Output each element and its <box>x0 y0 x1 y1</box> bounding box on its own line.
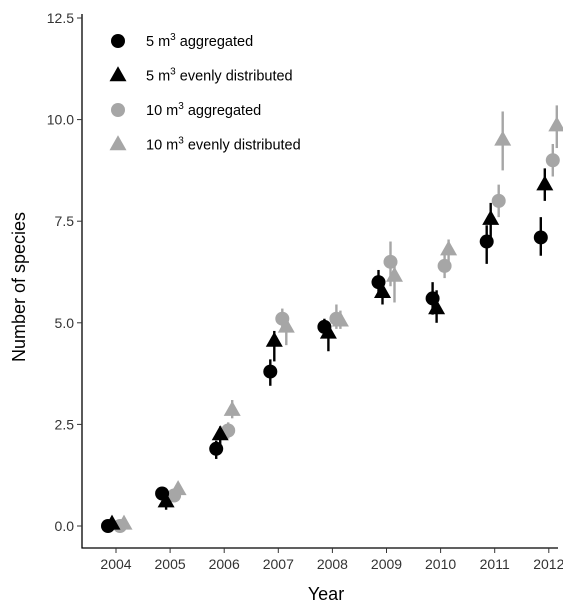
data-point-circle <box>155 486 170 501</box>
data-point-triangle <box>440 240 458 256</box>
y-tick-label: 0.0 <box>55 518 75 534</box>
x-tick-label: 2012 <box>533 556 563 572</box>
legend-label-suffix: aggregated <box>184 103 261 119</box>
data-point-circle <box>383 254 398 269</box>
data-point-circle <box>533 230 548 245</box>
data-point-triangle <box>265 331 283 347</box>
data-point-circle <box>329 311 344 326</box>
legend-item: 10 m3 evenly distributed <box>109 135 301 154</box>
x-tick-label: 2009 <box>371 556 402 572</box>
legend-key-triangle <box>109 66 127 82</box>
series-1 <box>101 217 548 533</box>
y-tick-label: 2.5 <box>55 416 75 432</box>
x-tick-label: 2004 <box>100 556 131 572</box>
data-point-circle <box>101 519 115 533</box>
legend-key-circle <box>111 34 125 48</box>
legend-item: 5 m3 aggregated <box>111 32 253 50</box>
data-point-circle <box>545 153 560 168</box>
series-3 <box>113 143 560 533</box>
legend-label-suffix: evenly distributed <box>184 138 301 154</box>
legend-label-superscript: 3 <box>178 136 184 147</box>
legend-label-superscript: 3 <box>170 67 176 78</box>
data-point-triangle <box>211 425 229 441</box>
legend-key-circle <box>111 103 125 117</box>
data-point-circle <box>491 193 506 208</box>
series-4 <box>115 105 563 530</box>
x-tick-label: 2008 <box>317 556 348 572</box>
data-point-triangle <box>223 400 241 416</box>
legend-label: 5 m3 aggregated <box>146 32 253 50</box>
data-point-triangle <box>548 116 563 132</box>
data-point-circle <box>275 311 290 326</box>
data-point-triangle <box>386 266 403 282</box>
data-point-circle <box>479 234 494 249</box>
y-tick-label: 10.0 <box>47 112 74 128</box>
data-point-circle <box>371 275 386 290</box>
data-point-triangle <box>157 492 175 508</box>
x-tick-label: 2010 <box>425 556 456 572</box>
x-tick-label: 2006 <box>209 556 240 572</box>
x-tick-label: 2011 <box>480 556 510 572</box>
legend-label-superscript: 3 <box>170 32 176 43</box>
data-point-triangle <box>536 175 554 191</box>
legend-label-prefix: 10 m <box>146 138 178 154</box>
data-point-triangle <box>482 209 500 225</box>
x-tick-label: 2007 <box>263 556 294 572</box>
legend-label-suffix: evenly distributed <box>176 69 293 85</box>
legend-label: 5 m3 evenly distributed <box>146 67 293 85</box>
legend-label-prefix: 5 m <box>146 34 170 50</box>
data-point-circle <box>317 319 332 334</box>
y-tick-label: 5.0 <box>55 315 75 331</box>
data-point-circle <box>425 291 440 306</box>
legend-label-prefix: 10 m <box>146 103 178 119</box>
legend-label-superscript: 3 <box>178 101 184 112</box>
data-point-circle <box>209 441 224 456</box>
x-tick-label: 2005 <box>155 556 186 572</box>
legend-item: 10 m3 aggregated <box>111 101 261 119</box>
legend-label-suffix: aggregated <box>176 34 253 50</box>
series-2 <box>103 168 554 530</box>
data-point-triangle <box>494 130 512 146</box>
y-tick-label: 7.5 <box>55 213 75 229</box>
y-tick-label: 12.5 <box>47 10 74 26</box>
legend-label-prefix: 5 m <box>146 69 170 85</box>
x-axis-title: Year <box>308 584 344 604</box>
y-axis-title: Number of species <box>9 212 29 362</box>
plot-area <box>101 105 563 533</box>
legend-label: 10 m3 evenly distributed <box>146 136 301 154</box>
data-point-circle <box>437 258 452 273</box>
legend-key-triangle <box>109 135 127 151</box>
legend-item: 5 m3 evenly distributed <box>109 66 293 85</box>
data-point-circle <box>263 364 278 379</box>
legend-label: 10 m3 aggregated <box>146 101 261 119</box>
axes: 0.0 2.5 5.0 7.5 10.0 12.5 2004 2005 2006 2007 2008… <box>47 10 563 572</box>
data-point-circle <box>167 488 182 503</box>
